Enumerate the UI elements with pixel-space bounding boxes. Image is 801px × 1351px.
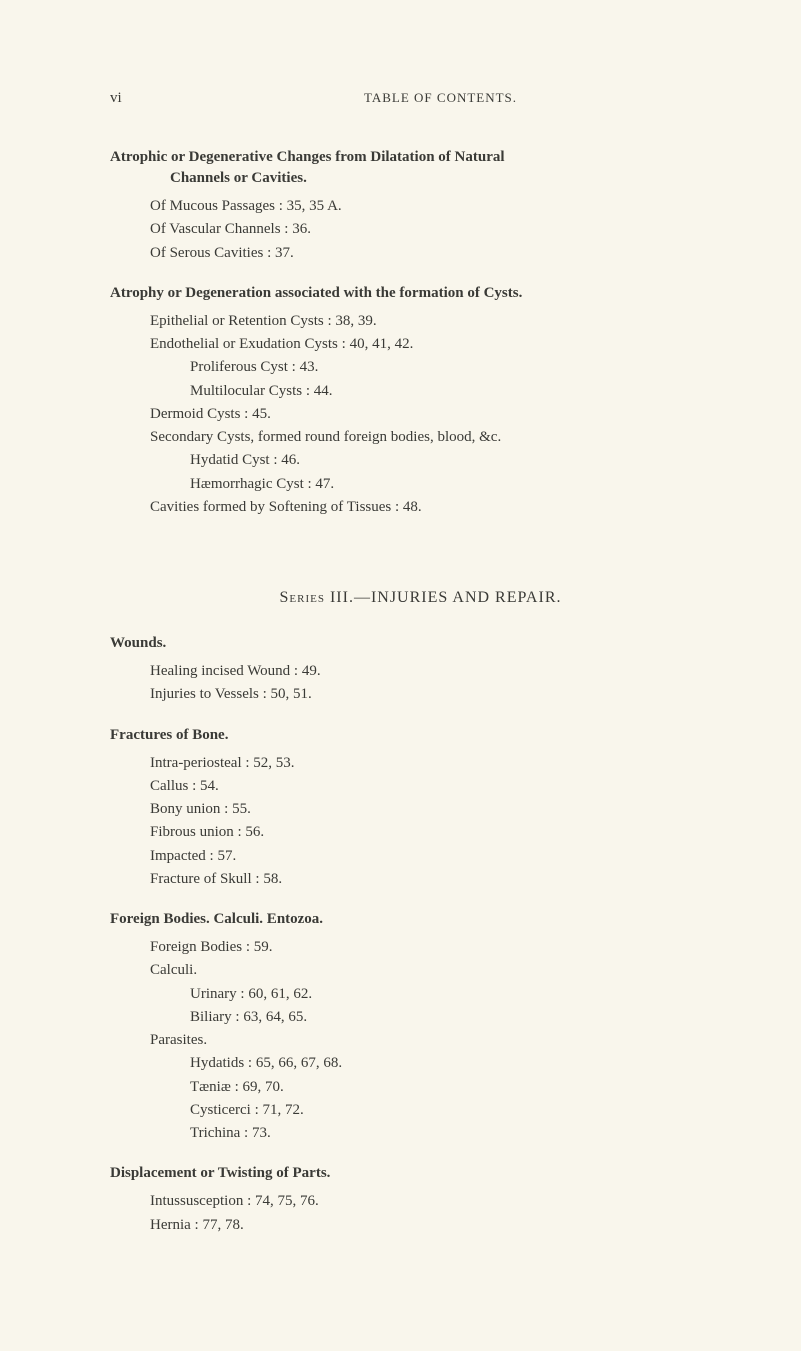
section-title: Wounds.: [110, 633, 731, 654]
section-title: Displacement or Twisting of Parts.: [110, 1163, 731, 1184]
section-title: Atrophic or Degenerative Changes from Di…: [110, 147, 731, 189]
entry: Hydatids : 65, 66, 67, 68.: [110, 1052, 731, 1075]
entry: Calculi.: [110, 959, 731, 982]
entry: Multilocular Cysts : 44.: [110, 380, 731, 403]
entry: Hydatid Cyst : 46.: [110, 449, 731, 472]
entry: Foreign Bodies : 59.: [110, 936, 731, 959]
entry: Intra-periosteal : 52, 53.: [110, 752, 731, 775]
entry: Parasites.: [110, 1029, 731, 1052]
title-line-1: Atrophic or Degenerative Changes from Di…: [110, 149, 505, 165]
entry: Of Serous Cavities : 37.: [110, 242, 731, 265]
section-atrophy-degeneration-cysts: Atrophy or Degeneration associated with …: [110, 283, 731, 519]
section-displacement: Displacement or Twisting of Parts. Intus…: [110, 1163, 731, 1237]
section-wounds: Wounds. Healing incised Wound : 49. Inju…: [110, 633, 731, 707]
section-title: Foreign Bodies. Calculi. Entozoa.: [110, 909, 731, 930]
entry: Endothelial or Exudation Cysts : 40, 41,…: [110, 333, 731, 356]
entry: Epithelial or Retention Cysts : 38, 39.: [110, 310, 731, 333]
entry: Bony union : 55.: [110, 798, 731, 821]
entry: Intussusception : 74, 75, 76.: [110, 1190, 731, 1213]
entry: Tæniæ : 69, 70.: [110, 1076, 731, 1099]
page-number: vi: [110, 90, 150, 107]
page: vi TABLE OF CONTENTS. Atrophic or Degene…: [0, 0, 801, 1315]
entry: Callus : 54.: [110, 775, 731, 798]
section-fractures: Fractures of Bone. Intra-periosteal : 52…: [110, 725, 731, 892]
entry: Healing incised Wound : 49.: [110, 660, 731, 683]
entry: Dermoid Cysts : 45.: [110, 403, 731, 426]
entry: Cavities formed by Softening of Tissues …: [110, 496, 731, 519]
entry: Hernia : 77, 78.: [110, 1214, 731, 1237]
entry: Injuries to Vessels : 50, 51.: [110, 683, 731, 706]
entry: Fracture of Skull : 58.: [110, 868, 731, 891]
entry: Cysticerci : 71, 72.: [110, 1099, 731, 1122]
header-row: vi TABLE OF CONTENTS.: [110, 90, 731, 107]
series-heading: Series III.—INJURIES AND REPAIR.: [110, 589, 731, 607]
section-atrophic-degenerative: Atrophic or Degenerative Changes from Di…: [110, 147, 731, 265]
section-foreign-bodies: Foreign Bodies. Calculi. Entozoa. Foreig…: [110, 909, 731, 1145]
entry: Trichina : 73.: [110, 1122, 731, 1145]
running-head: TABLE OF CONTENTS.: [150, 90, 731, 106]
entry: Proliferous Cyst : 43.: [110, 356, 731, 379]
section-title: Fractures of Bone.: [110, 725, 731, 746]
entry: Urinary : 60, 61, 62.: [110, 983, 731, 1006]
section-title: Atrophy or Degeneration associated with …: [110, 283, 731, 304]
entry: Of Vascular Channels : 36.: [110, 218, 731, 241]
entry: Secondary Cysts, formed round foreign bo…: [110, 426, 731, 449]
entry: Impacted : 57.: [110, 845, 731, 868]
entry: Fibrous union : 56.: [110, 821, 731, 844]
entry: Biliary : 63, 64, 65.: [110, 1006, 731, 1029]
entry: Of Mucous Passages : 35, 35 A.: [110, 195, 731, 218]
title-line-2: Channels or Cavities.: [110, 168, 731, 189]
entry: Hæmorrhagic Cyst : 47.: [110, 473, 731, 496]
